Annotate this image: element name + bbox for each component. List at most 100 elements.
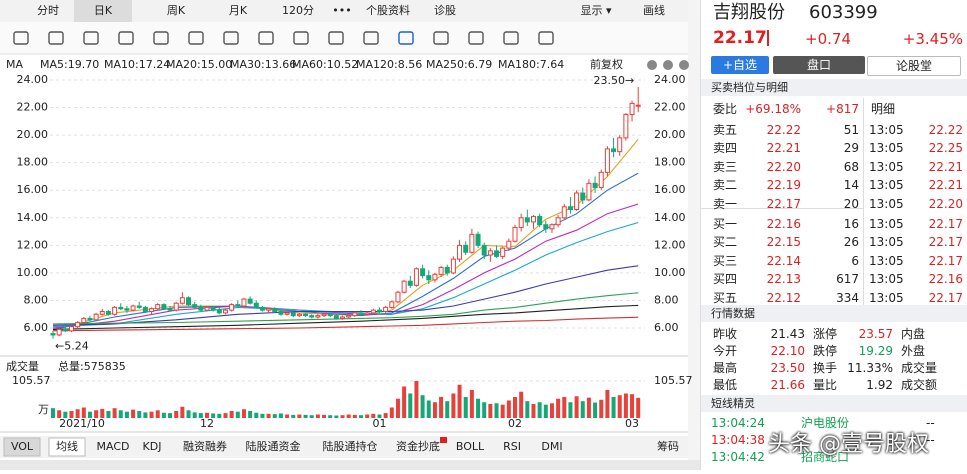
- level-label: 买一: [713, 217, 738, 231]
- candle-body: [611, 148, 617, 153]
- trade-time: 13:05: [869, 123, 904, 137]
- indicator-tab[interactable]: VOL: [11, 440, 34, 453]
- indicator-tab[interactable]: 融资融券: [183, 439, 227, 453]
- volume-bar: [112, 408, 117, 418]
- tool-icon: [398, 31, 414, 45]
- tab[interactable]: 分时: [37, 4, 59, 17]
- volume-unit: 万: [38, 403, 49, 416]
- indicator-tab[interactable]: MACD: [97, 440, 130, 453]
- volume-bar: [328, 415, 333, 418]
- tab-selected: [3, 437, 41, 457]
- trade-price: 22.17: [928, 290, 963, 305]
- ma-line: [52, 265, 639, 326]
- level-volume: 29: [843, 141, 859, 156]
- candle-body: [247, 298, 253, 304]
- alert-stock: 沪电股份: [801, 416, 850, 430]
- candle-body: [222, 309, 228, 314]
- tool-icon: [293, 31, 309, 45]
- quote-label: 今开: [713, 344, 738, 358]
- chart-button[interactable]: [647, 60, 657, 70]
- tab[interactable]: 显示 ▾: [580, 4, 611, 17]
- indicator-tab[interactable]: 筹码: [657, 439, 679, 453]
- tab[interactable]: 个股资料: [366, 3, 410, 17]
- candle-body: [549, 224, 555, 230]
- y-tick-label: 10.00: [654, 266, 686, 279]
- tab[interactable]: 画线: [643, 3, 665, 17]
- section-header: [701, 305, 967, 322]
- volume-bar: [488, 403, 493, 418]
- indicator-tab[interactable]: 资金抄底: [396, 439, 440, 453]
- candle-body: [124, 308, 130, 311]
- indicator-tab[interactable]: 陆股通资金: [246, 439, 301, 453]
- ma-line: [52, 304, 639, 330]
- tab[interactable]: 周K: [167, 4, 186, 17]
- quote-label: 最高: [713, 361, 738, 375]
- volume-bar: [445, 401, 450, 418]
- candle-body: [333, 315, 339, 319]
- volume-bar: [297, 414, 302, 418]
- indicator-tab[interactable]: KDJ: [143, 440, 162, 453]
- candle-body: [290, 312, 296, 317]
- volume-bar: [266, 413, 271, 418]
- volume-bar: [285, 414, 290, 418]
- tab[interactable]: 120分: [282, 4, 314, 17]
- volume-title: 成交量: [6, 359, 39, 373]
- y-tick-label: 6.00: [24, 321, 49, 334]
- button[interactable]: +自选: [711, 56, 769, 74]
- volume-bar: [346, 414, 351, 418]
- candle-body: [413, 268, 419, 286]
- candle-body: [229, 304, 235, 311]
- chart-button[interactable]: [663, 60, 673, 70]
- volume-bar: [451, 393, 456, 418]
- indicator-tab[interactable]: RSI: [503, 440, 521, 453]
- volume-bar: [192, 412, 197, 418]
- scrollbar: [688, 0, 700, 470]
- x-tick-label: 01: [372, 417, 386, 430]
- candle-body: [481, 244, 487, 256]
- quote-label: 成交额: [901, 378, 938, 392]
- level-label: 卖三: [713, 159, 738, 174]
- tab[interactable]: 诊股: [434, 3, 456, 17]
- volume-bar: [322, 414, 327, 418]
- button[interactable]: 论股堂: [867, 56, 961, 76]
- y-tick-label: 14.00: [654, 211, 686, 224]
- y-tick-label: 12.00: [654, 238, 686, 251]
- candle-body: [272, 308, 278, 313]
- volume-bar: [241, 409, 246, 418]
- candle-body: [198, 306, 204, 311]
- indicator-tab[interactable]: DMI: [541, 440, 562, 453]
- candle-body: [487, 250, 493, 256]
- volume-bar: [235, 411, 240, 418]
- indicator-tab[interactable]: 陆股通持仓: [323, 439, 378, 453]
- volume-bar: [500, 404, 505, 418]
- volume-bar: [371, 413, 376, 418]
- tab[interactable]: •••: [332, 4, 351, 17]
- volume-bar: [155, 410, 160, 418]
- volume-bar: [476, 398, 481, 418]
- button[interactable]: 盘口: [773, 56, 865, 74]
- chart-button[interactable]: [679, 60, 689, 70]
- volume-bar: [198, 413, 203, 418]
- quote-label: 涨停: [813, 327, 838, 341]
- volume-bar: [611, 396, 616, 418]
- level-label: 买三: [713, 253, 738, 268]
- tab-bar: [0, 0, 700, 22]
- price: 22.17: [713, 28, 767, 48]
- volume-bar: [63, 411, 68, 418]
- volume-bar: [432, 402, 437, 418]
- divider: [701, 208, 863, 209]
- indicator-tab[interactable]: 均线: [56, 439, 78, 453]
- candle-body: [315, 315, 321, 318]
- y-tick-label: 18.00: [654, 156, 686, 169]
- tab[interactable]: 月K: [229, 4, 248, 17]
- quote-label: 成交量: [901, 361, 938, 375]
- candle-body: [450, 258, 456, 274]
- volume-bar: [359, 415, 363, 418]
- toolbar: [0, 22, 700, 54]
- candle-body: [118, 306, 124, 310]
- level-price: 22.12: [766, 290, 801, 305]
- tool-icon: [188, 31, 204, 45]
- quote-label: 跌停: [813, 344, 838, 358]
- tab[interactable]: 日K: [94, 4, 113, 17]
- indicator-tab[interactable]: BOLL: [456, 440, 485, 453]
